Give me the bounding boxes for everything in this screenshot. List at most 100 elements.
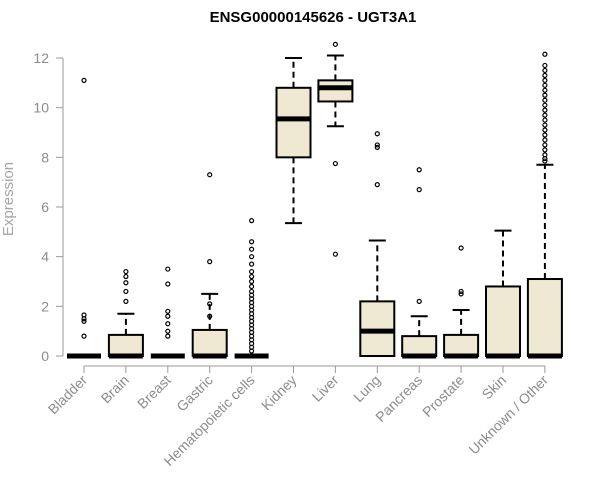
outlier-point — [542, 155, 548, 162]
outlier-point — [123, 288, 129, 295]
outlier-point — [542, 127, 548, 133]
outlier-point — [542, 122, 548, 128]
x-tick-label: Pancreas — [372, 372, 425, 425]
x-tick-label: Prostate — [419, 372, 467, 420]
box-iqr — [317, 79, 354, 103]
outlier-point — [332, 41, 338, 47]
outlier-point — [542, 72, 548, 78]
outlier-point — [374, 131, 380, 137]
outlier-point — [249, 273, 255, 280]
box-iqr — [443, 333, 480, 357]
box-liver — [317, 41, 354, 257]
outlier-point — [165, 321, 171, 327]
outlier-point — [542, 77, 548, 83]
outlier-point — [374, 142, 380, 148]
y-tick-label: 6 — [41, 199, 49, 215]
x-tick-label: Skin — [479, 372, 510, 403]
x-tick-label: Bladder — [45, 372, 91, 418]
x-tick-label: Breast — [134, 372, 174, 412]
outlier-point — [374, 144, 380, 150]
box-iqr — [191, 328, 228, 357]
box-bladder — [67, 77, 101, 359]
outlier-point — [416, 298, 422, 304]
outlier-point — [165, 266, 171, 272]
outlier-point — [374, 182, 380, 188]
box-series — [67, 41, 563, 359]
x-tick-label: Unknown / Other — [465, 372, 551, 458]
outlier-point — [542, 102, 548, 108]
outlier-point — [332, 251, 338, 257]
outlier-point — [542, 142, 548, 148]
y-tick-label: 4 — [41, 249, 49, 265]
outlier-point — [81, 318, 87, 324]
outlier-point — [542, 147, 548, 153]
outlier-point — [165, 308, 171, 314]
box-iqr — [107, 333, 144, 357]
outlier-point — [165, 313, 171, 319]
box-iqr — [485, 285, 521, 358]
box-breast — [150, 266, 185, 359]
outlier-point — [123, 298, 129, 304]
x-tick-label: Liver — [309, 372, 342, 405]
outlier-point — [458, 291, 464, 297]
box-lung — [359, 131, 396, 358]
box-iqr — [275, 86, 312, 159]
outlier-point — [249, 278, 255, 285]
outlier-point — [542, 107, 548, 113]
box-hematopoietic-cells — [234, 218, 269, 359]
box-kidney — [275, 57, 312, 225]
outlier-point — [542, 132, 548, 138]
outlier-point — [165, 328, 171, 334]
outlier-point — [542, 62, 548, 69]
outlier-point — [207, 172, 213, 178]
outlier-point — [249, 348, 255, 354]
x-tick-label: Kidney — [258, 372, 300, 414]
outlier-point — [81, 77, 87, 83]
outlier-point — [123, 273, 129, 280]
outlier-point — [542, 97, 548, 103]
outlier-point — [249, 254, 255, 260]
outlier-point — [207, 313, 213, 319]
y-tick-label: 10 — [33, 100, 49, 116]
box-gastric — [191, 172, 228, 359]
outlier-point — [542, 137, 548, 143]
outlier-point — [249, 261, 255, 267]
outlier-point — [249, 239, 255, 245]
box-iqr — [401, 335, 438, 357]
box-pancreas — [401, 167, 438, 359]
y-tick-label: 12 — [33, 50, 49, 66]
box-unknown-other — [526, 51, 563, 359]
box-skin — [485, 229, 521, 359]
box-prostate — [443, 245, 480, 359]
outlier-point — [165, 333, 171, 339]
outlier-point — [81, 333, 87, 339]
box-brain — [107, 268, 144, 359]
outlier-point — [81, 316, 87, 322]
outlier-point — [332, 160, 338, 167]
outlier-point — [249, 283, 255, 290]
outlier-point — [542, 67, 548, 74]
outlier-point — [207, 259, 213, 265]
y-axis-label: Expression — [0, 162, 17, 236]
outlier-point — [542, 117, 548, 123]
outlier-point — [458, 245, 464, 251]
outlier-point — [123, 268, 129, 275]
y-tick-label: 2 — [41, 298, 49, 314]
box-iqr — [526, 278, 563, 357]
outlier-point — [249, 218, 255, 224]
outlier-point — [123, 280, 129, 286]
outlier-point — [542, 82, 548, 88]
outlier-point — [249, 268, 255, 275]
x-tick-label: Lung — [350, 372, 383, 405]
outlier-point — [542, 87, 548, 93]
outlier-point — [416, 187, 422, 193]
chart-title: ENSG00000145626 - UGT3A1 — [210, 9, 417, 26]
outlier-point — [542, 158, 548, 164]
y-tick-label: 8 — [41, 149, 49, 165]
outlier-point — [542, 51, 548, 57]
outlier-point — [458, 288, 464, 295]
y-axis: 0 2 4 6 8 10 12 — [33, 50, 64, 364]
outlier-point — [249, 246, 255, 252]
